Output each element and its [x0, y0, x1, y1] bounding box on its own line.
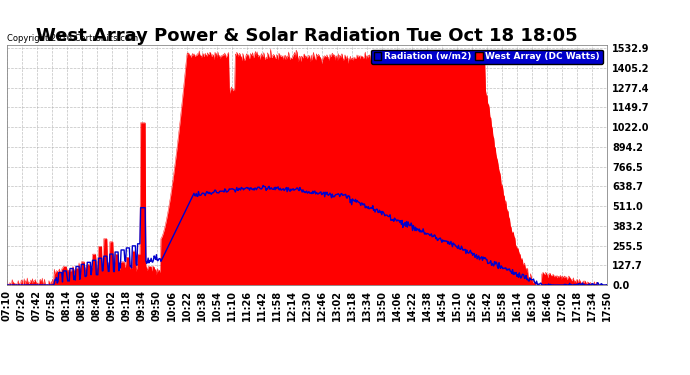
- Title: West Array Power & Solar Radiation Tue Oct 18 18:05: West Array Power & Solar Radiation Tue O…: [37, 27, 578, 45]
- Text: Copyright 2016 Cartronics.com: Copyright 2016 Cartronics.com: [7, 34, 138, 43]
- Legend: Radiation (w/m2), West Array (DC Watts): Radiation (w/m2), West Array (DC Watts): [371, 50, 602, 64]
